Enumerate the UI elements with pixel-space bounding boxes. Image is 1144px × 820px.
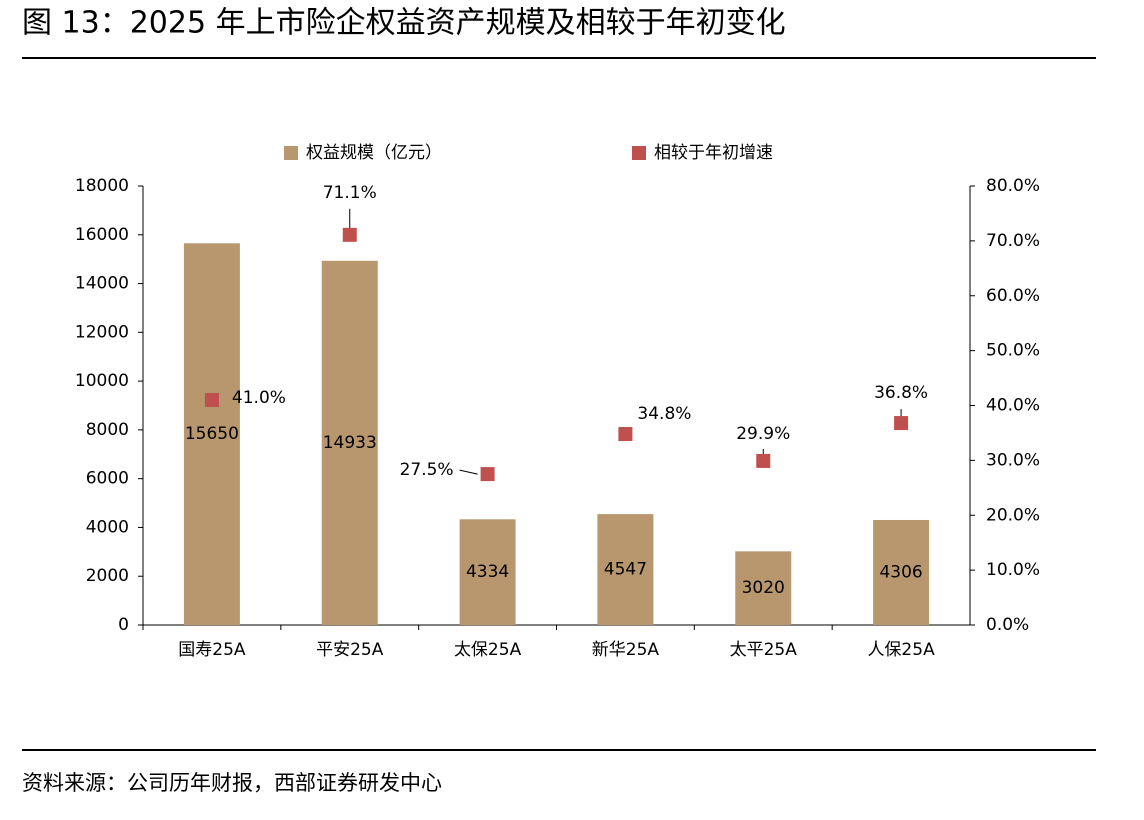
y2-tick-label: 20.0%: [986, 505, 1040, 525]
x-tick-label: 太保25A: [454, 640, 522, 660]
x-tick-label: 平安25A: [316, 640, 384, 660]
bar: [459, 519, 516, 625]
point: [342, 227, 357, 242]
point: [756, 453, 771, 468]
y2-tick-label: 80.0%: [986, 176, 1040, 196]
bar-label: 4547: [604, 560, 647, 580]
point-label: 41.0%: [232, 388, 286, 408]
x-tick-label: 新华25A: [592, 640, 660, 660]
y2-tick-label: 40.0%: [986, 396, 1040, 416]
y-tick-label: 8000: [86, 420, 129, 440]
point-label: 71.1%: [323, 183, 377, 203]
y2-tick-label: 30.0%: [986, 450, 1040, 470]
y2-tick-label: 50.0%: [986, 341, 1040, 361]
y-tick-label: 14000: [75, 274, 129, 294]
bar-label: 4306: [879, 562, 922, 582]
point-label: 29.9%: [736, 424, 790, 444]
bar-label: 3020: [742, 578, 785, 598]
bar: [735, 551, 792, 625]
y-tick-label: 2000: [86, 566, 129, 586]
bar: [321, 260, 378, 625]
leader-line: [459, 469, 478, 475]
y-tick-label: 0: [118, 615, 129, 635]
y-tick-label: 12000: [75, 322, 129, 342]
point: [204, 393, 219, 408]
bar: [183, 243, 240, 625]
bar: [873, 519, 930, 625]
point-label: 36.8%: [874, 383, 928, 403]
point: [894, 416, 909, 431]
legend-label: 相较于年初增速: [654, 143, 773, 163]
x-tick-label: 人保25A: [867, 640, 935, 660]
point-label: 34.8%: [637, 404, 691, 424]
y2-tick-label: 70.0%: [986, 231, 1040, 251]
legend-swatch: [632, 146, 646, 160]
bar-label: 15650: [185, 424, 239, 444]
y-tick-label: 4000: [86, 517, 129, 537]
bar-label: 14933: [323, 433, 377, 453]
point: [480, 467, 495, 482]
y-tick-label: 18000: [75, 176, 129, 196]
bar-label: 4334: [466, 562, 509, 582]
bar: [597, 514, 654, 625]
point-label: 27.5%: [400, 460, 454, 480]
y2-tick-label: 0.0%: [986, 615, 1029, 635]
x-tick-label: 国寿25A: [178, 640, 246, 660]
y-tick-label: 16000: [75, 225, 129, 245]
y2-tick-label: 60.0%: [986, 286, 1040, 306]
point: [618, 427, 633, 442]
y2-tick-label: 10.0%: [986, 560, 1040, 580]
y-tick-label: 10000: [75, 371, 129, 391]
figure-title: 图 13：2025 年上市险企权益资产规模及相较于年初变化: [22, 6, 786, 41]
source: 资料来源：公司历年财报，西部证券研发中心: [22, 771, 442, 795]
x-tick-label: 太平25A: [730, 640, 798, 660]
y-tick-label: 6000: [86, 469, 129, 489]
legend-swatch: [284, 146, 298, 160]
legend-label: 权益规模（亿元）: [306, 143, 442, 163]
